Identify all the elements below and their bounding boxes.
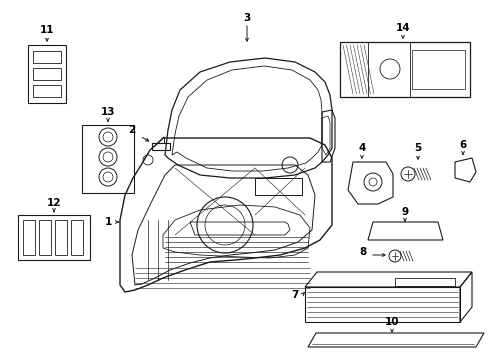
Text: 6: 6 bbox=[458, 140, 466, 150]
Text: 5: 5 bbox=[413, 143, 421, 153]
Text: 4: 4 bbox=[358, 143, 365, 153]
Text: 11: 11 bbox=[40, 25, 54, 35]
Text: 2: 2 bbox=[128, 125, 135, 135]
Text: 1: 1 bbox=[104, 217, 111, 227]
Text: 13: 13 bbox=[101, 107, 115, 117]
Text: 9: 9 bbox=[401, 207, 408, 217]
Text: 3: 3 bbox=[243, 13, 250, 23]
Text: 12: 12 bbox=[47, 198, 61, 208]
Text: 7: 7 bbox=[291, 290, 298, 300]
Text: 8: 8 bbox=[359, 247, 366, 257]
Text: 10: 10 bbox=[384, 317, 398, 327]
Text: 14: 14 bbox=[395, 23, 409, 33]
